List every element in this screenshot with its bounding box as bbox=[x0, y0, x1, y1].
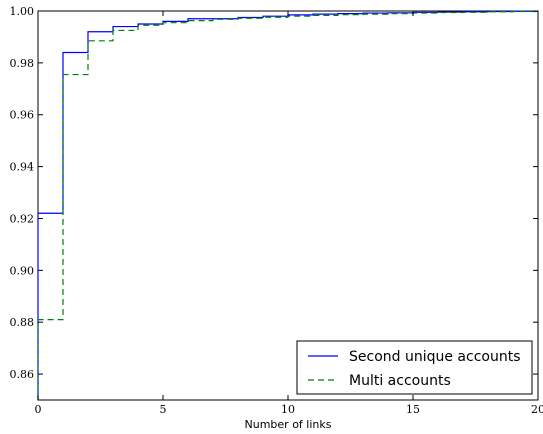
y-tick-label: 0.86 bbox=[10, 368, 35, 381]
y-tick-label: 0.96 bbox=[10, 109, 35, 122]
legend: Second unique accounts Multi accounts bbox=[296, 340, 533, 395]
x-axis: 0 5 10 15 20 bbox=[35, 11, 543, 416]
legend-box bbox=[296, 340, 533, 395]
y-tick-label: 0.90 bbox=[10, 264, 35, 277]
x-tick-label: 15 bbox=[406, 403, 420, 416]
x-tick-label: 5 bbox=[160, 403, 167, 416]
x-tick-label: 20 bbox=[531, 403, 543, 416]
legend-label-2: Multi accounts bbox=[349, 373, 451, 389]
plot-frame bbox=[37, 10, 539, 401]
x-tick-label: 10 bbox=[281, 403, 295, 416]
y-tick-label: 0.88 bbox=[10, 316, 35, 329]
plot-area bbox=[37, 10, 539, 401]
series-line-2 bbox=[37, 10, 539, 400]
legend-label-1: Second unique accounts bbox=[349, 349, 521, 365]
x-tick-label: 0 bbox=[35, 403, 42, 416]
y-tick-label: 0.94 bbox=[10, 161, 35, 174]
y-axis: 0.86 0.88 0.90 0.92 0.94 0.96 0.98 1.00 bbox=[10, 5, 538, 381]
y-tick-label: 1.00 bbox=[10, 5, 35, 18]
y-tick-label: 0.92 bbox=[10, 212, 35, 225]
y-tick-label: 0.98 bbox=[10, 57, 35, 70]
x-axis-label: Number of links bbox=[245, 418, 332, 431]
